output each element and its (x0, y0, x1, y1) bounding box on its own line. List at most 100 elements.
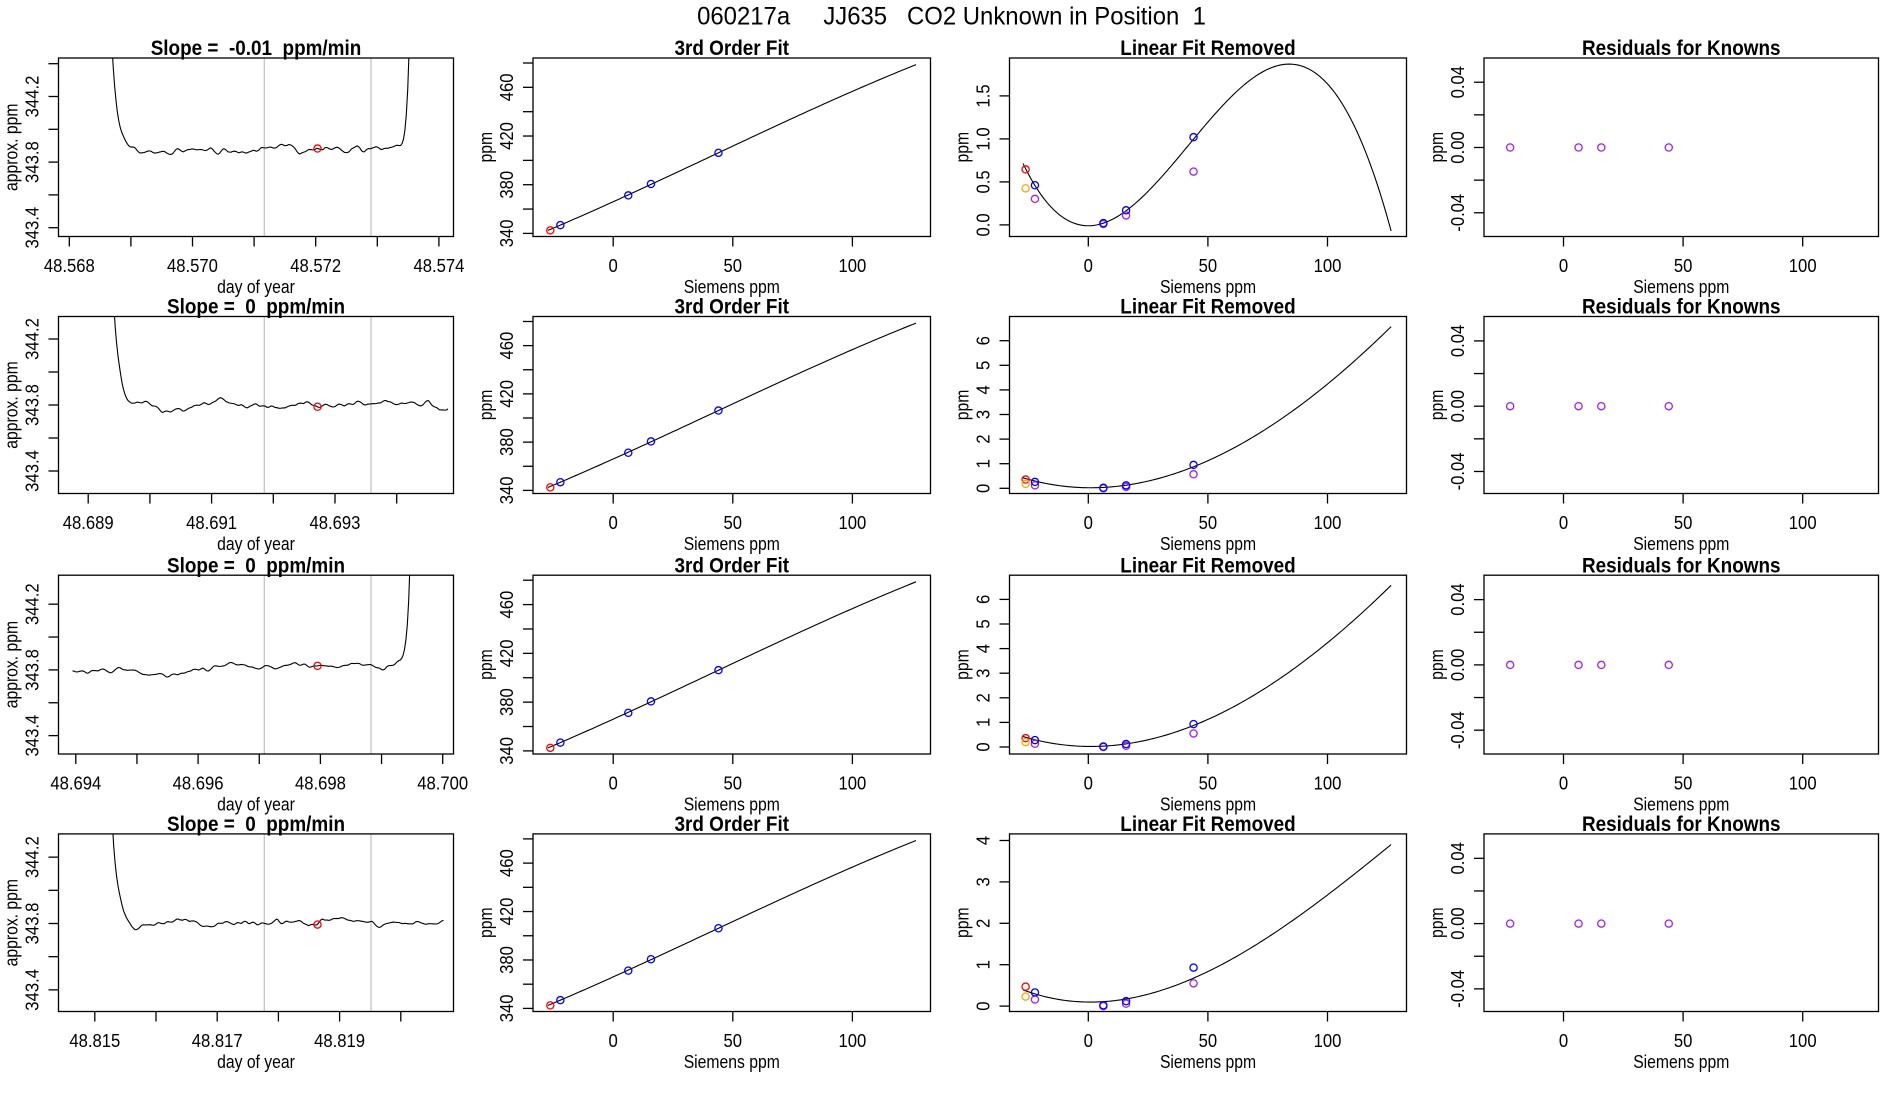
svg-text:day of year: day of year (217, 533, 295, 554)
svg-text:340: 340 (496, 220, 517, 248)
svg-text:50: 50 (724, 255, 743, 276)
svg-text:Siemens ppm: Siemens ppm (1160, 533, 1256, 554)
svg-text:approx. ppm: approx. ppm (1, 879, 22, 966)
svg-text:0: 0 (609, 773, 618, 794)
svg-text:343.8: 343.8 (22, 141, 43, 183)
svg-text:48.572: 48.572 (290, 255, 341, 276)
svg-text:0.04: 0.04 (1447, 325, 1468, 357)
svg-text:48.574: 48.574 (413, 255, 464, 276)
svg-text:48.819: 48.819 (314, 1030, 365, 1051)
svg-text:060217a JJ635 CO2 Unknow: 060217a JJ635 CO2 Unknown in Position 1 (697, 3, 1206, 31)
svg-text:100: 100 (1789, 773, 1817, 794)
svg-text:Linear Fit Removed: Linear Fit Removed (1120, 554, 1295, 577)
svg-text:Siemens ppm: Siemens ppm (1160, 1051, 1256, 1072)
svg-text:Slope = 0 ppm/min: Slope = 0 ppm/min (167, 813, 345, 836)
svg-text:380: 380 (496, 428, 517, 456)
svg-text:ppm: ppm (952, 132, 973, 163)
svg-text:343.4: 343.4 (22, 715, 43, 757)
svg-text:0: 0 (1084, 773, 1093, 794)
svg-text:343.8: 343.8 (22, 903, 43, 945)
svg-text:5: 5 (973, 361, 994, 370)
svg-text:ppm: ppm (1426, 132, 1447, 163)
svg-text:48.815: 48.815 (69, 1030, 120, 1051)
svg-text:0.04: 0.04 (1447, 842, 1468, 874)
svg-text:100: 100 (1789, 255, 1817, 276)
svg-text:48.570: 48.570 (167, 255, 218, 276)
svg-text:460: 460 (496, 591, 517, 619)
svg-text:3: 3 (973, 410, 994, 419)
svg-text:Linear Fit Removed: Linear Fit Removed (1120, 813, 1295, 836)
svg-text:Linear Fit Removed: Linear Fit Removed (1120, 37, 1295, 60)
svg-text:3: 3 (973, 877, 994, 886)
svg-text:0: 0 (609, 1030, 618, 1051)
svg-text:Slope = 0 ppm/min: Slope = 0 ppm/min (167, 296, 345, 319)
svg-text:approx. ppm: approx. ppm (1, 104, 22, 191)
svg-text:2: 2 (973, 434, 994, 443)
svg-text:3rd Order Fit: 3rd Order Fit (675, 813, 790, 836)
svg-text:420: 420 (496, 380, 517, 408)
svg-text:100: 100 (1789, 512, 1817, 533)
svg-text:50: 50 (724, 773, 743, 794)
svg-text:Siemens ppm: Siemens ppm (1160, 794, 1256, 815)
svg-text:340: 340 (496, 995, 517, 1023)
svg-text:420: 420 (496, 639, 517, 667)
svg-text:100: 100 (1314, 255, 1342, 276)
svg-text:0.04: 0.04 (1447, 66, 1468, 98)
svg-text:0: 0 (1084, 512, 1093, 533)
svg-text:340: 340 (496, 477, 517, 505)
svg-text:0: 0 (973, 742, 994, 751)
svg-text:0.5: 0.5 (973, 170, 994, 193)
svg-text:Slope = 0 ppm/min: Slope = 0 ppm/min (167, 554, 345, 577)
svg-text:48.568: 48.568 (44, 255, 95, 276)
svg-text:0: 0 (609, 255, 618, 276)
svg-text:-0.04: -0.04 (1447, 970, 1468, 1008)
svg-text:Residuals for Knowns: Residuals for Knowns (1582, 554, 1781, 577)
svg-text:343.4: 343.4 (22, 450, 43, 492)
svg-text:4: 4 (973, 385, 994, 394)
svg-text:420: 420 (496, 122, 517, 150)
svg-text:100: 100 (1789, 1030, 1817, 1051)
svg-text:Siemens ppm: Siemens ppm (684, 1051, 780, 1072)
svg-text:approx. ppm: approx. ppm (1, 361, 22, 448)
svg-text:0.00: 0.00 (1447, 131, 1468, 163)
svg-text:380: 380 (496, 171, 517, 199)
svg-text:50: 50 (724, 512, 743, 533)
svg-text:Siemens ppm: Siemens ppm (684, 533, 780, 554)
svg-text:2: 2 (973, 693, 994, 702)
svg-text:Slope = -0.01 ppm/min: Slope = -0.01 ppm/min (151, 37, 362, 60)
svg-text:-0.04: -0.04 (1447, 194, 1468, 232)
svg-text:50: 50 (724, 1030, 743, 1051)
svg-text:Linear Fit Removed: Linear Fit Removed (1120, 296, 1295, 319)
svg-text:100: 100 (839, 1030, 867, 1051)
svg-text:ppm: ppm (475, 907, 496, 938)
svg-text:48.698: 48.698 (295, 773, 346, 794)
svg-text:0: 0 (1559, 773, 1568, 794)
svg-text:50: 50 (1199, 773, 1218, 794)
svg-text:344.2: 344.2 (22, 836, 43, 878)
svg-text:344.2: 344.2 (22, 76, 43, 118)
svg-text:ppm: ppm (1426, 390, 1447, 421)
svg-text:1.0: 1.0 (973, 127, 994, 150)
svg-text:4: 4 (973, 836, 994, 845)
svg-text:ppm: ppm (475, 649, 496, 680)
svg-text:day of year: day of year (217, 276, 295, 297)
svg-text:day of year: day of year (217, 794, 295, 815)
svg-text:Siemens ppm: Siemens ppm (684, 276, 780, 297)
svg-text:48.689: 48.689 (63, 512, 114, 533)
svg-text:0: 0 (973, 484, 994, 493)
svg-text:Siemens ppm: Siemens ppm (1633, 533, 1729, 554)
svg-text:Residuals for Knowns: Residuals for Knowns (1582, 37, 1781, 60)
svg-text:420: 420 (496, 898, 517, 926)
svg-text:100: 100 (1314, 1030, 1342, 1051)
svg-text:Residuals for Knowns: Residuals for Knowns (1582, 813, 1781, 836)
svg-text:48.817: 48.817 (192, 1030, 243, 1051)
svg-text:343.4: 343.4 (22, 207, 43, 249)
svg-text:100: 100 (839, 255, 867, 276)
svg-text:0.00: 0.00 (1447, 390, 1468, 422)
svg-text:380: 380 (496, 688, 517, 716)
svg-text:1: 1 (973, 459, 994, 468)
svg-text:50: 50 (1674, 512, 1693, 533)
svg-text:Siemens ppm: Siemens ppm (684, 794, 780, 815)
svg-text:100: 100 (839, 512, 867, 533)
svg-text:50: 50 (1199, 1030, 1218, 1051)
